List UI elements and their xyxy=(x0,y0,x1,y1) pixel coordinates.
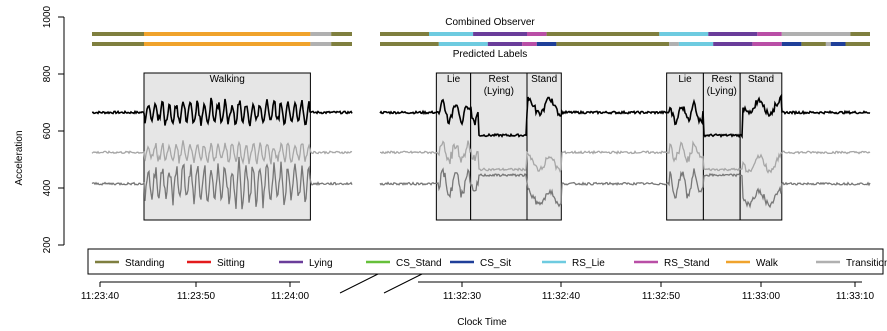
axis-break-mark xyxy=(339,273,379,294)
predicted-segment xyxy=(92,42,144,46)
legend: Standing Sitting Lying CS_Stand CS_Sit RS_Lie… xyxy=(87,248,887,275)
observer-segment xyxy=(757,32,782,36)
activity-box xyxy=(470,72,528,221)
predicted-segment xyxy=(487,42,523,46)
observer-bar-title: Combined Observer xyxy=(445,17,535,28)
predicted-segment xyxy=(713,42,753,46)
predicted-segment xyxy=(678,42,714,46)
legend-label: RS_Stand xyxy=(664,258,710,269)
axis-break-mark xyxy=(383,273,423,294)
predicted-segment xyxy=(331,42,352,46)
series-line-axis2 xyxy=(380,140,871,174)
legend-label: RS_Lie xyxy=(572,258,605,269)
x-tick-label: 11:33:10 xyxy=(836,291,875,302)
series-line-axis3 xyxy=(379,167,871,209)
y-tick-label: 200 xyxy=(42,236,53,253)
x-tick-label: 11:33:00 xyxy=(742,291,781,302)
legend-label: Transition xyxy=(846,258,887,269)
activity-box xyxy=(702,72,741,221)
legend-box xyxy=(87,248,884,275)
activity-box-label: Stand xyxy=(531,74,557,85)
predicted-segment xyxy=(830,42,846,46)
observer-segment xyxy=(850,32,870,36)
x-tick-label: 11:24:00 xyxy=(271,291,310,302)
legend-label: Walk xyxy=(756,258,779,269)
predicted-segment xyxy=(144,42,311,46)
predicted-bar-title: Predicted Labels xyxy=(453,49,528,60)
observer-segment xyxy=(781,32,851,36)
series-line-axis1 xyxy=(379,93,871,139)
legend-label: CS_Sit xyxy=(480,258,511,269)
observer-segment xyxy=(708,32,758,36)
legend-label: Lying xyxy=(309,258,333,269)
observer-segment xyxy=(144,32,311,36)
observer-segment xyxy=(473,32,527,36)
acceleration-lines xyxy=(91,93,871,210)
x-tick-label: 11:32:40 xyxy=(542,291,581,302)
observer-segment xyxy=(429,32,474,36)
predicted-segment xyxy=(310,42,332,46)
y-tick-label: 600 xyxy=(42,122,53,139)
legend-label: Standing xyxy=(125,258,164,269)
activity-box-label: (Lying) xyxy=(707,86,737,97)
activity-box-label: Lie xyxy=(678,74,692,85)
predicted-segment xyxy=(669,42,679,46)
observer-segment xyxy=(527,32,547,36)
activity-box-label: Rest xyxy=(711,74,732,85)
observer-segment xyxy=(310,32,332,36)
x-axis-label: Clock Time xyxy=(457,317,507,328)
x-tick-label: 11:23:40 xyxy=(81,291,120,302)
x-tick-label: 11:23:50 xyxy=(177,291,216,302)
observer-segment xyxy=(546,32,660,36)
observer-segment xyxy=(92,32,144,36)
y-tick-label: 800 xyxy=(42,65,53,82)
predicted-segment xyxy=(781,42,802,46)
activity-box-label: Rest xyxy=(489,74,510,85)
predicted-segment xyxy=(556,42,670,46)
predicted-segment xyxy=(845,42,870,46)
x-tick-label: 11:32:30 xyxy=(443,291,482,302)
series-line-axis1 xyxy=(91,97,353,127)
activity-box xyxy=(666,72,704,221)
predicted-segment xyxy=(536,42,557,46)
predicted-segment xyxy=(752,42,782,46)
label-bars xyxy=(92,32,870,46)
activity-box-label: Walking xyxy=(210,74,245,85)
legend-label: CS_Stand xyxy=(396,258,442,269)
y-tick-label: 400 xyxy=(42,179,53,196)
predicted-segment xyxy=(801,42,826,46)
x-axis: 11:23:40 11:23:50 11:24:00 11:32:30 11:32:40… xyxy=(81,273,875,302)
observer-segment xyxy=(380,32,429,36)
y-tick-label: 1000 xyxy=(42,5,53,28)
predicted-segment xyxy=(380,42,439,46)
series-line-axis2 xyxy=(91,140,353,166)
series-line-axis3 xyxy=(91,156,353,210)
predicted-segment xyxy=(825,42,831,46)
predicted-segment xyxy=(438,42,488,46)
y-axis: 200 400 600 800 1000 xyxy=(42,5,65,253)
y-axis-label: Acceleration xyxy=(14,130,25,185)
x-tick-label: 11:32:50 xyxy=(642,291,681,302)
predicted-segment xyxy=(522,42,537,46)
legend-label: Sitting xyxy=(217,258,245,269)
activity-box xyxy=(739,72,783,221)
activity-box-label: Lie xyxy=(447,74,461,85)
activity-box-label: Stand xyxy=(748,74,774,85)
observer-segment xyxy=(659,32,709,36)
observer-segment xyxy=(331,32,352,36)
activity-box-label: (Lying) xyxy=(484,86,514,97)
